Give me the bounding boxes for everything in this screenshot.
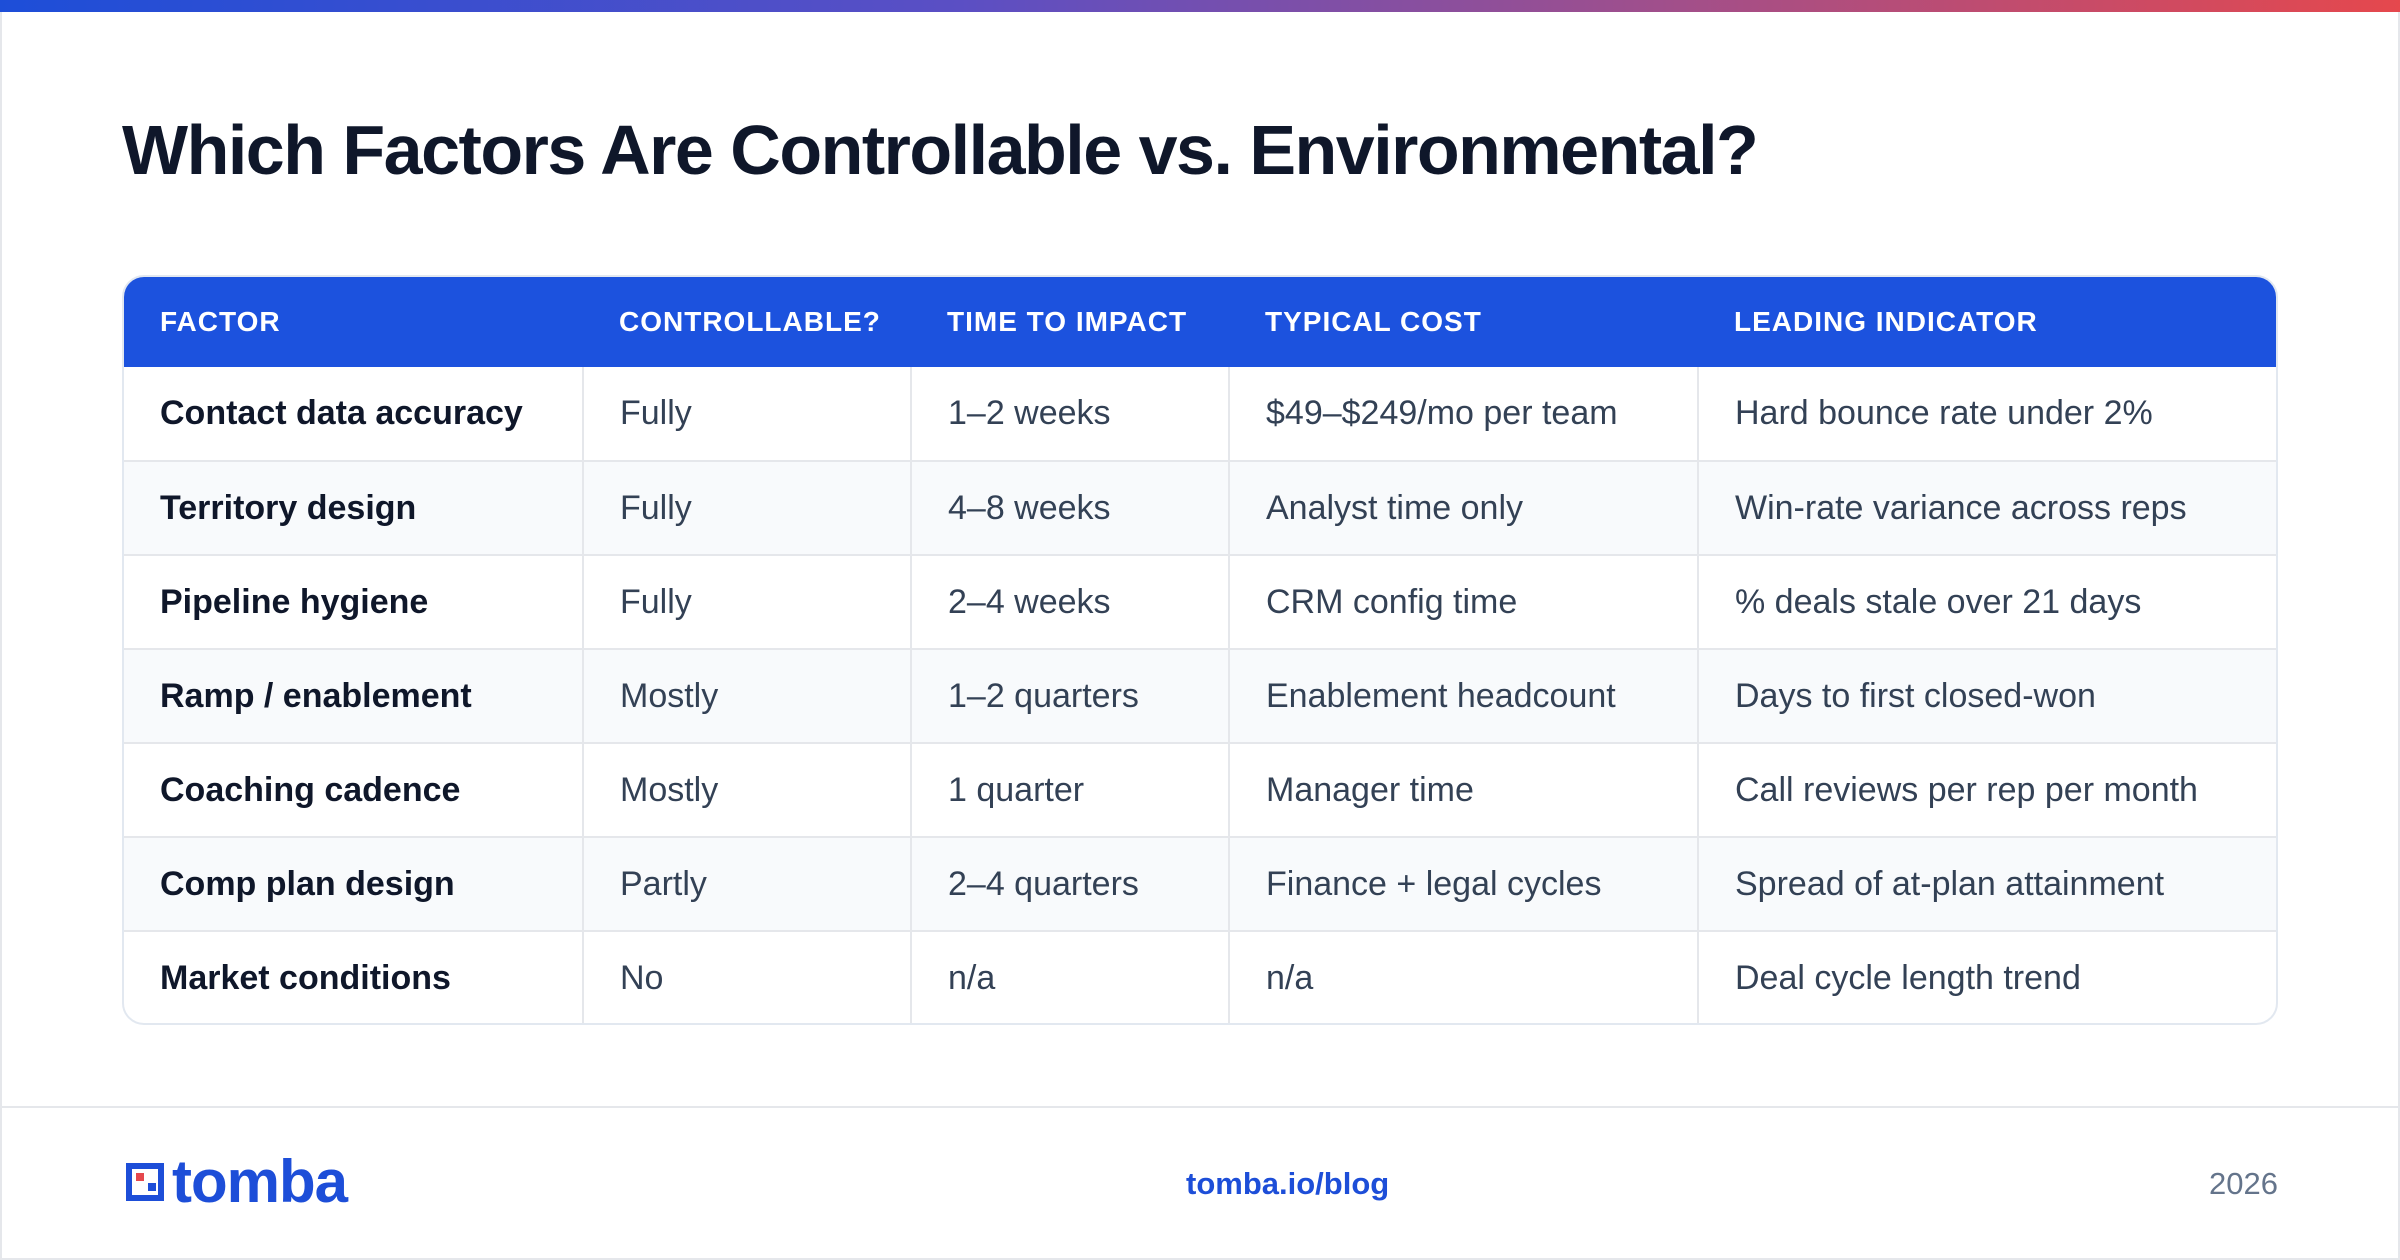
cell-controllable: Fully: [582, 554, 911, 649]
cell-controllable: Mostly: [582, 742, 911, 837]
factors-table-card: FACTOR CONTROLLABLE? TIME TO IMPACT TYPI…: [122, 275, 2278, 1025]
table-row: Ramp / enablement Mostly 1–2 quarters En…: [124, 648, 2276, 743]
cell-typical-cost: Analyst time only: [1228, 460, 1698, 555]
cell-typical-cost: Finance + legal cycles: [1228, 836, 1698, 931]
cell-leading-indicator: Days to first closed-won: [1697, 648, 2276, 743]
cell-time-to-impact: 4–8 weeks: [910, 460, 1229, 555]
cell-controllable: Partly: [582, 836, 911, 931]
cell-factor: Market conditions: [124, 930, 583, 1023]
tomba-logo[interactable]: tomba: [122, 1148, 348, 1215]
footer-divider: [0, 1106, 2400, 1108]
table-header-row: FACTOR CONTROLLABLE? TIME TO IMPACT TYPI…: [124, 277, 2276, 367]
cell-time-to-impact: 2–4 weeks: [910, 554, 1229, 649]
cell-typical-cost: Enablement headcount: [1228, 648, 1698, 743]
cell-time-to-impact: 1–2 quarters: [910, 648, 1229, 743]
cell-controllable: Mostly: [582, 648, 911, 743]
cell-factor: Coaching cadence: [124, 742, 583, 837]
cell-time-to-impact: 1–2 weeks: [910, 367, 1229, 461]
cell-factor: Pipeline hygiene: [124, 554, 583, 649]
column-header-controllable: CONTROLLABLE?: [619, 306, 881, 337]
cell-typical-cost: CRM config time: [1228, 554, 1698, 649]
cell-factor: Territory design: [124, 460, 583, 555]
cell-controllable: Fully: [582, 460, 911, 555]
table-row: Pipeline hygiene Fully 2–4 weeks CRM con…: [124, 554, 2276, 649]
cell-leading-indicator: % deals stale over 21 days: [1697, 554, 2276, 649]
table-row: Coaching cadence Mostly 1 quarter Manage…: [124, 742, 2276, 837]
cell-time-to-impact: 1 quarter: [910, 742, 1229, 837]
factors-table: FACTOR CONTROLLABLE? TIME TO IMPACT TYPI…: [124, 277, 2276, 1023]
logo-wordmark: tomba: [172, 1148, 348, 1215]
cell-controllable: No: [582, 930, 911, 1023]
cell-time-to-impact: n/a: [910, 930, 1229, 1023]
table-row: Comp plan design Partly 2–4 quarters Fin…: [124, 836, 2276, 931]
tomba-logo-mark-icon: [126, 1163, 164, 1201]
page-title: Which Factors Are Controllable vs. Envir…: [122, 111, 1759, 189]
table-row: Territory design Fully 4–8 weeks Analyst…: [124, 460, 2276, 555]
cell-leading-indicator: Spread of at-plan attainment: [1697, 836, 2276, 931]
cell-leading-indicator: Call reviews per rep per month: [1697, 742, 2276, 837]
footer-year: 2026: [2209, 1166, 2278, 1201]
cell-factor: Ramp / enablement: [124, 648, 583, 743]
column-header-typical-cost: TYPICAL COST: [1265, 306, 1482, 337]
top-gradient-bar: [0, 0, 2400, 12]
cell-leading-indicator: Hard bounce rate under 2%: [1697, 367, 2276, 461]
cell-typical-cost: n/a: [1228, 930, 1698, 1023]
cell-leading-indicator: Deal cycle length trend: [1697, 930, 2276, 1023]
column-header-factor: FACTOR: [160, 306, 281, 337]
cell-factor: Contact data accuracy: [160, 394, 523, 432]
column-header-time-to-impact: TIME TO IMPACT: [947, 306, 1188, 337]
table-row: Contact data accuracy Fully 1–2 weeks $4…: [124, 367, 2276, 461]
cell-time-to-impact: 2–4 quarters: [910, 836, 1229, 931]
cell-controllable: Fully: [582, 367, 911, 461]
table-row: Market conditions No n/a n/a Deal cycle …: [124, 930, 2276, 1023]
blog-link[interactable]: tomba.io/blog: [1186, 1166, 1390, 1201]
column-header-leading-indicator: LEADING INDICATOR: [1734, 306, 2038, 337]
cell-leading-indicator: Win-rate variance across reps: [1697, 460, 2276, 555]
cell-typical-cost: $49–$249/mo per team: [1228, 367, 1698, 461]
cell-factor: Comp plan design: [124, 836, 583, 931]
cell-typical-cost: Manager time: [1228, 742, 1698, 837]
